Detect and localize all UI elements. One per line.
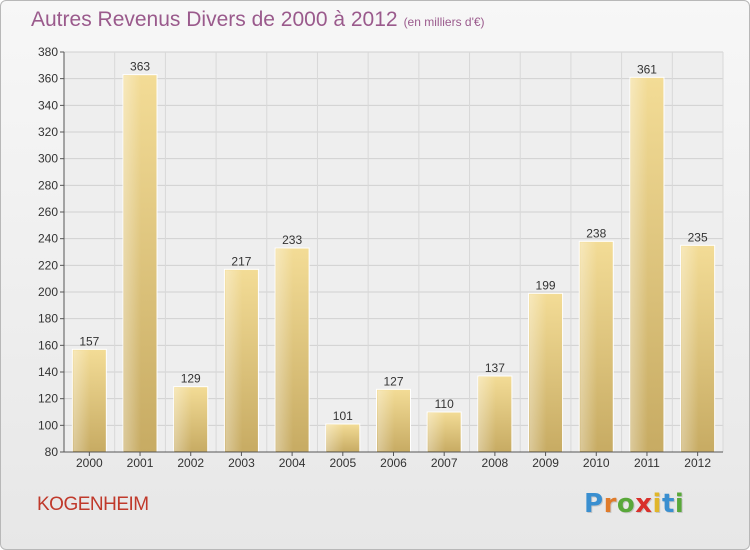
- bar-highlight: [174, 387, 192, 451]
- bar-highlight: [73, 350, 91, 451]
- y-tick-label: 360: [38, 72, 58, 86]
- x-tick-label: 2003: [228, 456, 255, 470]
- bar-value-label: 235: [688, 230, 708, 244]
- commune-name: KOGENHEIM: [37, 494, 149, 515]
- bar-highlight: [377, 390, 395, 451]
- x-tick-label: 2012: [684, 456, 711, 470]
- chart-title-text: Autres Revenus Divers de 2000 à 2012: [31, 8, 398, 31]
- axes: 80 100 120 140 160 180 200 220 240 260 280 300 320 34…: [38, 45, 723, 470]
- y-tick-label: 320: [38, 125, 58, 139]
- x-tick-label: 2011: [634, 456, 660, 470]
- x-tick-label: 2008: [482, 456, 509, 470]
- y-tick-label: 260: [38, 205, 58, 219]
- bar-highlight: [630, 78, 648, 451]
- x-tick-label: 2004: [279, 456, 306, 470]
- bar-value-label: 217: [231, 254, 251, 268]
- y-tick-label: 220: [38, 258, 58, 272]
- logo-letter: x: [635, 489, 653, 519]
- y-tick-label: 300: [38, 152, 58, 166]
- x-tick-label: 2001: [127, 456, 154, 470]
- x-tick-label: 2009: [532, 456, 559, 470]
- bar-value-label: 361: [637, 62, 657, 76]
- chart-unit: (en milliers d'€): [403, 15, 485, 29]
- logo-letter: t: [661, 489, 675, 519]
- bar-highlight: [326, 425, 344, 451]
- logo-letter: o: [616, 489, 636, 519]
- y-tick-label: 100: [38, 418, 58, 432]
- bar-highlight: [225, 270, 243, 451]
- x-tick-label: 2000: [76, 456, 103, 470]
- bar-highlight: [428, 413, 446, 451]
- x-tick-label: 2005: [329, 456, 356, 470]
- chart-title: Autres Revenus Divers de 2000 à 2012 (en …: [31, 8, 485, 32]
- x-tick-label: 2006: [380, 456, 407, 470]
- logo-letter: i: [652, 489, 662, 519]
- bar-value-label: 137: [485, 361, 505, 375]
- y-tick-label: 200: [38, 285, 58, 299]
- bar-highlight: [681, 246, 699, 451]
- bar-value-label: 157: [79, 334, 99, 348]
- y-tick-label: 120: [38, 392, 58, 406]
- y-tick-label: 80: [45, 445, 59, 459]
- bar-highlight: [478, 377, 496, 451]
- bar-value-label: 363: [130, 60, 150, 74]
- y-tick-label: 180: [38, 312, 58, 326]
- x-tick-label: 2007: [431, 456, 458, 470]
- bar-highlight: [276, 249, 294, 451]
- bar-highlight: [124, 75, 142, 452]
- bar-value-label: 110: [435, 397, 454, 411]
- x-tick-label: 2010: [583, 456, 610, 470]
- bar-highlight: [529, 294, 547, 451]
- proxiti-logo: Proxiti: [584, 489, 684, 519]
- bar-value-label: 199: [536, 278, 556, 292]
- y-tick-label: 280: [38, 178, 58, 192]
- bar-value-label: 233: [282, 233, 302, 247]
- bar-value-label: 238: [586, 226, 606, 240]
- bar-highlight: [580, 242, 598, 451]
- bars: 157 363 129 217 233 101 127 110 137 199 238 361 235: [71, 60, 716, 453]
- y-tick-label: 340: [38, 98, 58, 112]
- logo-letter: r: [603, 489, 617, 519]
- logo-letter: P: [584, 489, 604, 519]
- bar-value-label: 101: [333, 409, 353, 423]
- bar-value-label: 127: [383, 374, 403, 388]
- x-tick-label: 2002: [177, 456, 204, 470]
- y-tick-label: 160: [38, 338, 58, 352]
- y-tick-label: 380: [38, 45, 58, 59]
- logo-letter: i: [674, 489, 685, 519]
- y-tick-label: 140: [38, 365, 58, 379]
- y-tick-label: 240: [38, 232, 58, 246]
- bar-value-label: 129: [181, 372, 201, 386]
